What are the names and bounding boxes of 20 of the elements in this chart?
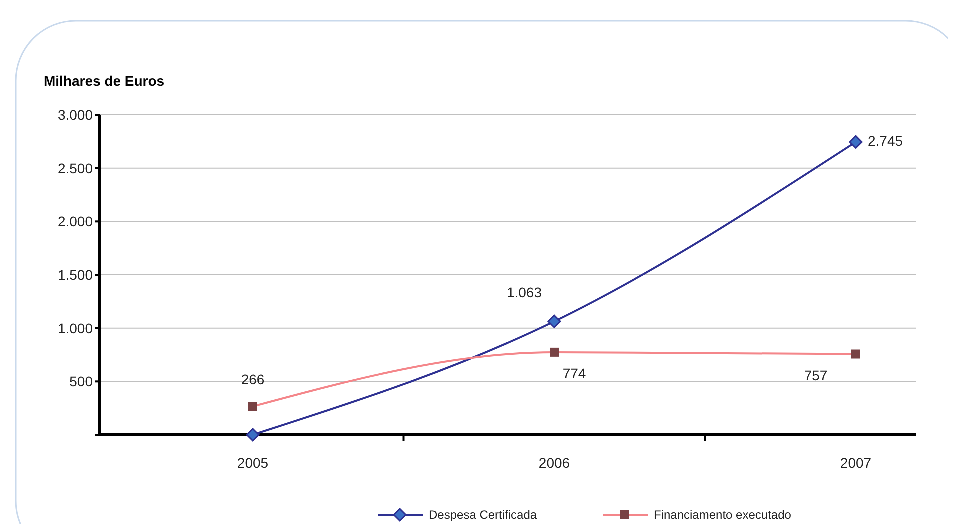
point	[548, 314, 562, 328]
y-tick-label: 3.000	[58, 107, 94, 123]
data-label: 757	[804, 367, 828, 384]
point	[246, 428, 260, 442]
legend-label: Financiamento executado	[654, 508, 792, 522]
y-tick-label: 1.000	[58, 320, 94, 336]
y-tick-label: 500	[70, 374, 94, 390]
data-label: 1.063	[506, 284, 542, 301]
y-tick-label: 2.000	[58, 214, 94, 230]
data-label: 266	[241, 372, 265, 388]
x-tick-label: 2005	[237, 455, 269, 471]
point	[849, 135, 863, 149]
y-tick-label: 2.500	[58, 160, 94, 176]
y-tick-label: 1.500	[58, 267, 94, 283]
data-label: 2.745	[868, 133, 904, 150]
data-label: 774	[562, 365, 586, 382]
legend-label: Despesa Certificada	[429, 508, 538, 522]
y-axis-title: Milhares de Euros	[44, 73, 165, 89]
x-tick-label: 2006	[538, 455, 570, 471]
x-tick-label: 2007	[840, 455, 872, 471]
